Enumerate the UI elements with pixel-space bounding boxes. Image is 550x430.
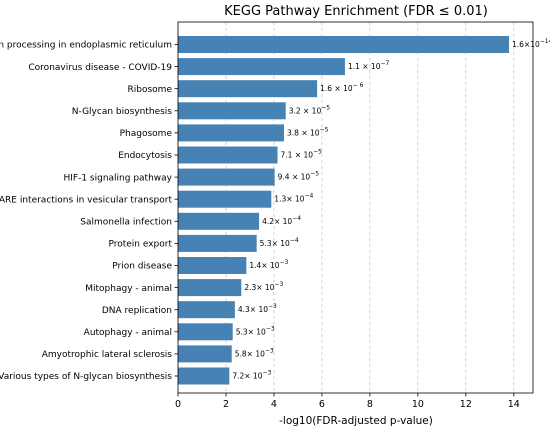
x-tick-label: 6 — [319, 399, 325, 410]
data-label: 1.6 × 10− 6 — [320, 82, 363, 93]
x-tick-label: 14 — [508, 399, 520, 410]
data-label: 3.2 × 10−5 — [289, 104, 331, 115]
bar — [178, 168, 275, 186]
x-axis-ticks: 0 2 4 6 8 10 12 14 — [175, 393, 520, 410]
bar — [178, 345, 232, 363]
data-label: 1.4× 10−3 — [249, 259, 288, 270]
category-label: HIF-1 signaling pathway — [64, 173, 173, 183]
x-tick-label: 10 — [412, 399, 424, 410]
bar — [178, 102, 286, 120]
data-label: 1.1 × 10−7 — [348, 60, 390, 71]
x-tick-label: 2 — [223, 399, 229, 410]
data-label: 4.2× 10−4 — [262, 215, 301, 226]
category-label: Salmonella infection — [80, 218, 172, 228]
bar — [178, 257, 247, 274]
bar — [178, 212, 260, 230]
category-label: Phagosome — [120, 129, 173, 139]
data-label: 7.1 × 10−5 — [281, 149, 323, 160]
bar — [178, 36, 510, 53]
plot-frame — [177, 21, 534, 394]
bar — [178, 58, 345, 76]
category-label: Mitophagy - animal — [85, 284, 172, 294]
chart-title: KEGG Pathway Enrichment (FDR ≤ 0.01) — [224, 4, 488, 19]
category-label: Protein processing in endoplasmic reticu… — [0, 41, 172, 51]
category-label: Autophagy - animal — [84, 328, 172, 338]
category-label: Endocytosis — [118, 151, 172, 161]
category-label: Various types of N-glycan biosynthesis — [0, 372, 172, 382]
data-label: 3.8 × 10−5 — [287, 126, 329, 137]
x-tick-label: 0 — [175, 399, 181, 410]
data-label: 5.3× 10−4 — [260, 237, 299, 248]
category-label: SNARE interactions in vesicular transpor… — [0, 195, 172, 205]
category-label: DNA replication — [102, 306, 172, 316]
bar — [178, 146, 278, 164]
data-label: 7.2× 10−3 — [232, 370, 271, 381]
category-label: Amyotrophic lateral sclerosis — [42, 350, 173, 360]
data-label: 1.6×10−14 — [512, 38, 550, 49]
bar — [178, 234, 257, 252]
data-label: 5.3× 10−3 — [236, 325, 275, 336]
data-label: 2.3× 10−3 — [244, 281, 283, 292]
x-tick-label: 4 — [271, 399, 277, 410]
bar — [178, 367, 230, 385]
x-tick-label: 8 — [367, 399, 373, 410]
bar — [178, 279, 242, 297]
data-label: 9.4 × 10−5 — [278, 171, 320, 182]
bar — [178, 80, 318, 98]
category-label: Coronavirus disease - COVID-19 — [28, 63, 172, 73]
category-label: Prion disease — [112, 262, 172, 272]
bar — [178, 124, 285, 142]
category-labels: Protein processing in endoplasmic reticu… — [0, 41, 178, 382]
bar — [178, 190, 272, 208]
category-label: N-Glycan biosynthesis — [72, 107, 173, 117]
category-label: Ribosome — [128, 85, 173, 95]
bar — [178, 301, 235, 319]
data-labels: 1.6×10−14 1.1 × 10−7 1.6 × 10− 6 3.2 × 10−5… — [232, 38, 550, 381]
data-label: 5.8× 10−3 — [235, 347, 274, 358]
data-label: 4.3× 10−3 — [238, 303, 277, 314]
bar — [178, 323, 233, 341]
x-axis-label: -log10(FDR-adjusted p-value) — [279, 415, 433, 427]
category-label: Protein export — [108, 240, 172, 250]
x-tick-label: 12 — [460, 399, 472, 410]
bars — [178, 36, 510, 385]
data-label: 1.3× 10−4 — [274, 193, 313, 204]
